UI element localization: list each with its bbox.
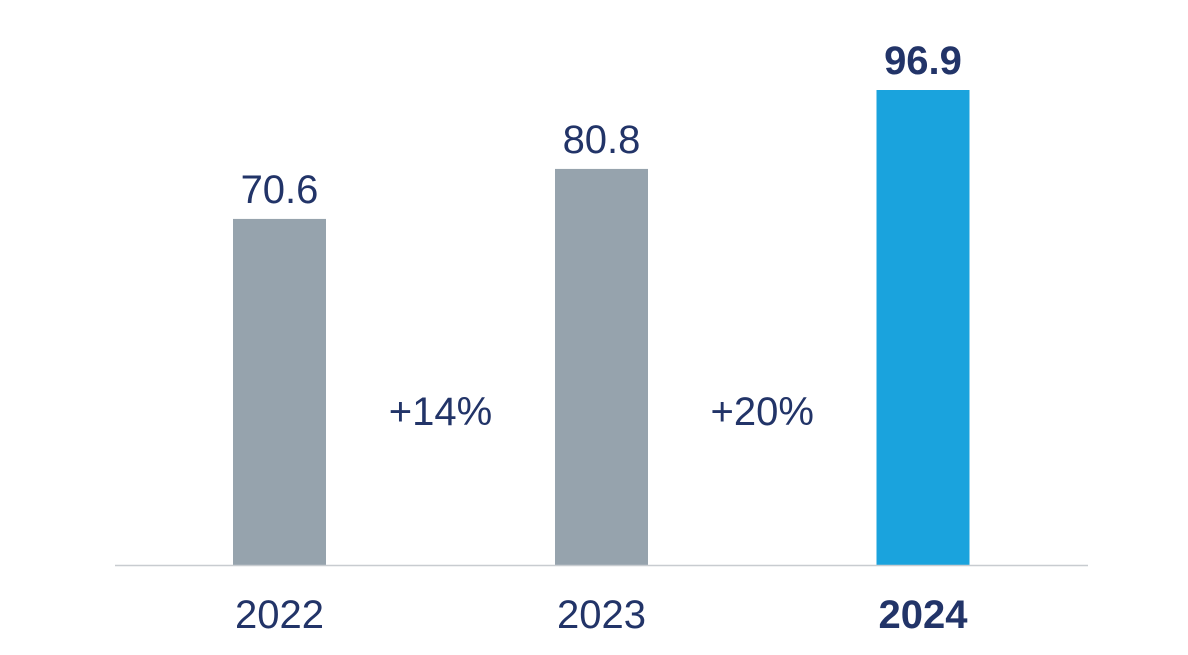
value-label-2024: 96.9 [884,39,962,83]
tick-label-2024: 2024 [879,593,969,637]
bars-group [233,90,970,565]
bar-2023 [555,168,648,565]
bar-2022 [233,218,326,565]
value-label-2022: 70.6 [241,168,319,212]
growth-label-2023-2024: +20% [711,390,814,434]
growth-label-2022-2023: +14% [389,390,492,434]
tick-label-2023: 2023 [557,593,646,637]
value-label-2023: 80.8 [563,118,641,162]
tick-labels-group: 2022 2023 2024 [235,593,968,637]
tick-label-2022: 2022 [235,593,324,637]
growth-labels-group: +14% +20% [389,390,814,434]
value-labels-group: 70.6 80.8 96.9 [241,39,962,212]
bar-2024 [876,90,970,565]
